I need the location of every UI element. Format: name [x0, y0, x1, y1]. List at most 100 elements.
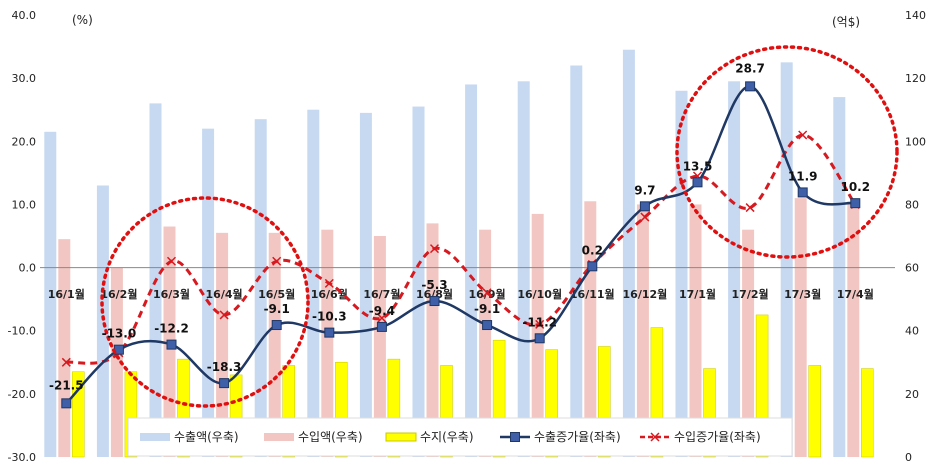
- export-growth-marker: [324, 327, 335, 338]
- data-labels: -21.5 -13.0 -12.2 -18.3 -9.1 -10.3 -9.4 -5.3 -9.…: [49, 61, 870, 392]
- export-growth-data-label: -9.4: [369, 304, 395, 318]
- export-growth-data-label: -10.3: [312, 310, 347, 324]
- export-growth-data-label: -21.5: [49, 378, 84, 392]
- legend-marker: [510, 432, 520, 442]
- left-axis: -30.0 -20.0 -10.0 0.0 10.0 20.0 30.0 40.0: [8, 9, 36, 464]
- bars-layer: [44, 49, 874, 458]
- bar-1-7: [359, 112, 372, 457]
- right-axis-unit: (억$): [832, 15, 860, 29]
- export-growth-marker: [850, 198, 861, 209]
- bar-2-1: [58, 239, 71, 457]
- legend-swatch: [385, 432, 417, 442]
- import-growth-marker: [745, 203, 755, 213]
- export-growth-data-label: 10.2: [840, 180, 870, 194]
- export-growth-data-label: 0.2: [582, 243, 603, 257]
- bar-2-16: [847, 201, 860, 457]
- bar-1-16: [833, 97, 846, 457]
- category-label: 16/12월: [623, 287, 668, 301]
- bar-1-1: [44, 131, 57, 458]
- export-growth-data-label: -13.0: [102, 327, 137, 341]
- export-growth-data-label: 11.9: [788, 169, 818, 183]
- category-label: 16/3월: [153, 287, 190, 301]
- import-growth-marker: [377, 313, 387, 323]
- bar-1-15: [780, 62, 793, 457]
- legend-label: 수입증가율(좌축): [674, 430, 761, 444]
- right-tick-label: 40: [905, 325, 919, 338]
- right-tick-label: 140: [905, 9, 926, 22]
- export-growth-marker: [587, 261, 598, 272]
- category-label: 16/4월: [206, 287, 243, 301]
- left-tick-label: 30.0: [12, 72, 37, 85]
- bar-2-8: [426, 223, 439, 457]
- category-labels: 16/1월 16/2월 16/3월 16/4월 16/5월 16/6월 16/7월 16/8월…: [48, 287, 874, 301]
- bar-1-11: [570, 65, 583, 457]
- export-growth-data-label: -11.2: [522, 315, 557, 329]
- import-growth-marker: [324, 278, 334, 288]
- import-growth-marker: [166, 256, 177, 266]
- export-growth-data-label: -18.3: [207, 360, 242, 374]
- bar-3-15: [808, 365, 821, 458]
- bar-1-12: [622, 49, 635, 457]
- bar-1-10: [517, 81, 530, 458]
- left-axis-unit: (%): [72, 13, 93, 27]
- export-growth-data-label: -9.1: [264, 302, 290, 316]
- category-label: 17/2월: [732, 287, 769, 301]
- bar-2-9: [479, 229, 492, 457]
- bar-2-2: [110, 267, 123, 457]
- right-tick-label: 80: [905, 198, 919, 211]
- export-growth-marker: [639, 201, 650, 212]
- category-label: 16/5월: [258, 287, 295, 301]
- export-growth-marker: [534, 333, 545, 344]
- left-tick-label: 20.0: [12, 135, 37, 148]
- export-growth-marker: [219, 378, 230, 389]
- bar-2-6: [321, 229, 334, 457]
- right-tick-label: 100: [905, 135, 926, 148]
- category-label: 17/1월: [679, 287, 716, 301]
- right-tick-label: 120: [905, 72, 926, 85]
- import-growth-marker: [535, 319, 545, 329]
- category-label: 16/1월: [48, 287, 85, 301]
- left-tick-label: -10.0: [8, 325, 36, 338]
- bar-1-8: [412, 106, 425, 458]
- export-growth-data-label: 13.5: [683, 159, 713, 173]
- legend: 수출액(우축) 수입액(우축) 수지(우축) 수출증가율(좌축) 수입증가율(좌축): [127, 417, 793, 457]
- export-growth-data-label: -12.2: [154, 322, 189, 336]
- legend-marker: [650, 432, 660, 442]
- right-tick-label: 60: [905, 262, 919, 275]
- category-label: 16/10월: [517, 287, 562, 301]
- export-growth-data-label: -9.1: [474, 302, 500, 316]
- legend-label: 수출액(우축): [174, 430, 239, 444]
- import-growth-marker: [482, 288, 492, 298]
- export-growth-marker: [271, 320, 282, 331]
- left-tick-label: -30.0: [8, 451, 36, 464]
- legend-label: 수지(우축): [420, 430, 474, 444]
- category-label: 16/6월: [311, 287, 348, 301]
- import-growth-marker: [429, 244, 440, 254]
- legend-box: [127, 417, 793, 457]
- import-growth-marker: [61, 357, 71, 367]
- bar-1-5: [254, 119, 267, 457]
- export-growth-marker: [745, 81, 756, 92]
- category-label: 17/4월: [837, 287, 874, 301]
- import-growth-marker: [219, 310, 229, 320]
- bar-2-4: [216, 232, 229, 457]
- left-tick-label: 40.0: [12, 9, 37, 22]
- export-growth-marker: [61, 398, 72, 409]
- bar-2-5: [268, 232, 281, 457]
- left-tick-label: -20.0: [8, 388, 36, 401]
- bar-2-14: [742, 229, 755, 457]
- legend-label: 수입액(우축): [298, 430, 363, 444]
- export-growth-data-label: -5.3: [421, 278, 447, 292]
- legend-swatch: [140, 433, 170, 441]
- import-growth-line: [66, 133, 857, 365]
- bar-1-6: [307, 109, 320, 457]
- import-growth-marker: [798, 130, 808, 140]
- highlight-circles: [100, 45, 899, 408]
- export-growth-marker: [166, 339, 177, 350]
- category-label: 16/7월: [363, 287, 400, 301]
- export-growth-marker: [429, 296, 440, 307]
- left-tick-label: 0.0: [19, 262, 37, 275]
- legend-label: 수출증가율(좌축): [534, 430, 621, 444]
- bar-2-15: [794, 198, 807, 457]
